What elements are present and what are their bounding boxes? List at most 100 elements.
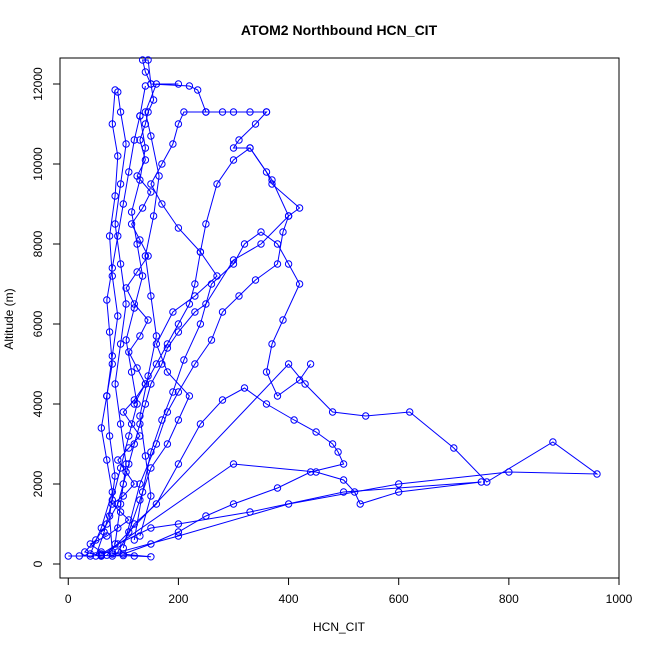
series-line bbox=[139, 83, 179, 537]
data-point bbox=[152, 500, 161, 508]
y-tick-label: 8000 bbox=[31, 230, 45, 257]
data-point bbox=[122, 284, 130, 292]
data-point bbox=[138, 56, 147, 64]
data-point bbox=[136, 136, 144, 144]
data-point bbox=[306, 360, 315, 368]
data-point bbox=[174, 528, 183, 536]
y-axis-label: Altitude (m) bbox=[2, 288, 16, 349]
data-point bbox=[174, 520, 183, 528]
data-point bbox=[147, 540, 155, 548]
data-point bbox=[92, 552, 100, 560]
data-point bbox=[279, 228, 287, 236]
data-point bbox=[196, 320, 205, 328]
series-line bbox=[106, 89, 119, 553]
data-point bbox=[114, 152, 122, 160]
data-point bbox=[185, 300, 194, 308]
series-8 bbox=[130, 228, 315, 544]
data-point bbox=[133, 268, 141, 276]
data-point bbox=[147, 292, 155, 300]
data-point bbox=[483, 478, 491, 486]
data-point bbox=[105, 232, 114, 240]
data-point bbox=[116, 508, 125, 516]
series-11 bbox=[136, 80, 183, 540]
data-point bbox=[116, 108, 125, 116]
data-point bbox=[180, 356, 188, 364]
data-point bbox=[218, 108, 227, 116]
series-line bbox=[133, 231, 312, 541]
series-line bbox=[106, 363, 599, 556]
data-point bbox=[125, 516, 133, 524]
data-point bbox=[505, 468, 513, 476]
x-tick-label: 600 bbox=[389, 592, 409, 606]
data-point bbox=[108, 488, 117, 496]
data-point bbox=[114, 232, 122, 240]
data-point bbox=[191, 280, 199, 288]
x-tick-label: 800 bbox=[499, 592, 519, 606]
data-point bbox=[158, 416, 166, 424]
data-point bbox=[103, 296, 111, 304]
data-point bbox=[138, 204, 147, 212]
data-point bbox=[141, 82, 150, 90]
series-line bbox=[128, 111, 267, 533]
data-point bbox=[229, 156, 238, 164]
data-point bbox=[114, 540, 122, 548]
data-point bbox=[169, 308, 177, 316]
data-point bbox=[103, 392, 111, 400]
data-point bbox=[262, 108, 271, 116]
data-point bbox=[125, 432, 133, 440]
data-point bbox=[202, 512, 210, 520]
data-point bbox=[122, 460, 130, 468]
data-point bbox=[152, 80, 161, 88]
data-point bbox=[152, 332, 161, 340]
data-point bbox=[127, 420, 136, 428]
data-point bbox=[207, 336, 216, 344]
data-point bbox=[262, 168, 271, 176]
data-point bbox=[116, 340, 125, 348]
data-point bbox=[108, 120, 117, 128]
data-point bbox=[240, 384, 249, 392]
data-point bbox=[147, 492, 155, 500]
data-point bbox=[103, 456, 111, 464]
data-point bbox=[147, 132, 155, 140]
data-point bbox=[593, 470, 601, 478]
data-point bbox=[116, 464, 125, 472]
data-point bbox=[64, 552, 73, 560]
data-point bbox=[114, 456, 122, 464]
chart-title: ATOM2 Northbound HCN_CIT bbox=[241, 22, 438, 38]
data-point bbox=[119, 408, 128, 416]
data-point bbox=[180, 108, 188, 116]
data-point bbox=[450, 444, 458, 452]
data-point bbox=[136, 332, 144, 340]
data-point bbox=[130, 304, 139, 312]
data-point bbox=[108, 548, 117, 556]
data-point bbox=[125, 528, 133, 536]
data-point bbox=[111, 380, 119, 388]
data-point bbox=[213, 180, 221, 188]
data-point bbox=[133, 240, 141, 248]
plot-area bbox=[59, 56, 620, 579]
data-point bbox=[147, 188, 155, 196]
data-point bbox=[202, 300, 210, 308]
data-point bbox=[174, 388, 183, 396]
data-point bbox=[174, 532, 183, 540]
data-point bbox=[185, 82, 194, 90]
data-point bbox=[97, 552, 106, 560]
series-line bbox=[95, 115, 146, 557]
series-9 bbox=[125, 108, 271, 536]
data-point bbox=[290, 416, 298, 424]
data-point bbox=[119, 492, 128, 500]
data-point bbox=[138, 488, 147, 496]
data-point bbox=[147, 380, 155, 388]
data-point bbox=[295, 204, 304, 212]
data-point bbox=[136, 412, 144, 420]
data-point bbox=[240, 240, 249, 248]
data-point bbox=[141, 108, 150, 116]
data-point bbox=[339, 460, 348, 468]
data-point bbox=[257, 228, 265, 236]
data-point bbox=[152, 360, 161, 368]
data-point bbox=[105, 328, 114, 336]
data-point bbox=[125, 168, 133, 176]
series-4 bbox=[114, 384, 348, 558]
data-point bbox=[350, 488, 359, 496]
